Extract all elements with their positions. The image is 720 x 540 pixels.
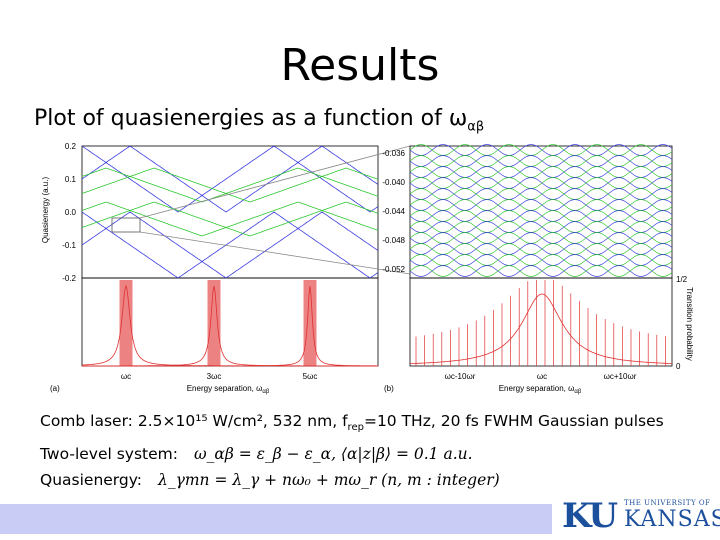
ku-logo: KU THE UNIVERSITY OF KANSAS (562, 496, 720, 536)
pb-blue-line-11 (409, 265, 673, 277)
pb-green-line-6 (409, 210, 673, 222)
subtitle-subscript: αβ (467, 119, 485, 135)
pa-xtick-0: ωc (121, 372, 131, 381)
pb-blue-line-3 (409, 177, 673, 189)
pa-ytick-3: -0.1 (62, 241, 76, 250)
pb-green-line-2 (409, 166, 673, 178)
pa-ytick-1: 0.1 (65, 175, 77, 184)
pb-blue-line-10 (409, 254, 673, 266)
pb-xtick-2: ωc+10ωr (604, 372, 637, 381)
pb-xtick-0: ωc-10ωr (445, 372, 476, 381)
pa-xtick-1: 3ωc (207, 372, 222, 381)
two-level-line: Two-level system: ω_αβ = ε_β − ε_α, ⟨α|z|… (40, 445, 473, 464)
pb-envelope (410, 293, 672, 364)
quasienergy-figure: 0.2 0.1 0.0 -0.1 -0.2 Quasienergy (a.u.)… (28, 138, 700, 400)
pa-panel-label: (a) (50, 384, 60, 393)
pb-green-line-3 (409, 177, 673, 189)
pb-green-line-0 (409, 144, 673, 156)
pa-peak-2 (82, 285, 378, 367)
pb-green-line-11 (409, 265, 673, 277)
pb-blue-line-2 (409, 166, 673, 178)
pb-xtick-1: ωc (537, 372, 547, 381)
pb-green-line-4 (409, 188, 673, 200)
pb-ytick-1: -0.040 (382, 178, 405, 187)
pa-green-line-2 (81, 167, 379, 203)
panel-a-quasienergy-lines (81, 145, 379, 279)
zoom-line-bottom (139, 231, 411, 275)
pb-green-line-7 (409, 221, 673, 233)
pa-blue-line-3 (81, 211, 379, 279)
comb-laser-line: Comb laser: 2.5×10¹⁵ W/cm², 532 nm, frep… (40, 412, 664, 434)
pb-green-line-10 (409, 254, 673, 266)
slide-title: Results (280, 40, 440, 91)
pb-blue-line-4 (409, 188, 673, 200)
pa-blue-line-1 (81, 145, 379, 213)
panel-b-quasienergy-lines (409, 144, 673, 277)
pa-peak-0 (82, 284, 378, 367)
pb-green-line-1 (409, 155, 673, 167)
footer-bar (0, 504, 552, 534)
pa-peak-1 (82, 285, 378, 367)
pb-blue-line-9 (409, 243, 673, 255)
pb-blue-line-5 (409, 199, 673, 211)
pa-xtick-2: 5ωc (303, 372, 318, 381)
slide-subtitle: Plot of quasienergies as a function of ω… (34, 106, 484, 134)
zoom-line-top (139, 145, 411, 219)
pa-ylabel: Quasienergy (a.u.) (41, 177, 50, 244)
pb-blue-line-1 (409, 155, 673, 167)
pb-blue-line-0 (409, 144, 673, 156)
pb-right-ylabel: Transition probability (685, 287, 694, 361)
pb-ytick-3: -0.048 (382, 236, 405, 245)
pb-green-line-8 (409, 232, 673, 244)
pb-panel-label: (b) (384, 384, 394, 393)
pa-blue-line-2 (81, 145, 379, 213)
pb-xlabel: Energy separation, ωαβ (499, 384, 582, 395)
pa-xlabel: Energy separation, ωαβ (187, 384, 270, 395)
pa-green-line-4 (81, 201, 379, 237)
pb-right-ytick-0: 1/2 (676, 275, 688, 284)
caption-lines: Comb laser: 2.5×10¹⁵ W/cm², 532 nm, frep… (40, 408, 664, 493)
pb-blue-line-8 (409, 232, 673, 244)
pb-green-line-9 (409, 243, 673, 255)
panel-b-bottom-frame (409, 277, 673, 367)
pa-ytick-2: 0.0 (65, 208, 77, 217)
zoom-box (111, 217, 141, 233)
pa-blue-line-4 (81, 211, 379, 279)
pb-ytick-4: -0.052 (382, 265, 405, 274)
pb-ytick-0: -0.036 (382, 149, 405, 158)
pa-green-line-1 (81, 167, 379, 203)
panel-a-probability-peaks (82, 280, 378, 367)
figure-svg: 0.2 0.1 0.0 -0.1 -0.2 Quasienergy (a.u.)… (41, 142, 694, 395)
pa-ytick-0: 0.2 (65, 142, 77, 151)
pb-right-ytick-1: 0 (676, 362, 681, 371)
subtitle-text: Plot of quasienergies as a function of ω (34, 106, 468, 131)
pb-ytick-2: -0.044 (382, 207, 405, 216)
pa-ytick-4: -0.2 (62, 274, 76, 283)
panel-a-bottom-frame (81, 277, 379, 367)
panel-b-probability-peaks (410, 280, 672, 366)
pb-green-line-5 (409, 199, 673, 211)
quasienergy-line: Quasienergy: λ_γmn = λ_γ + nω₀ + mω_r (n,… (40, 471, 500, 490)
pa-green-line-3 (81, 201, 379, 237)
pb-blue-line-7 (409, 221, 673, 233)
pb-blue-line-6 (409, 210, 673, 222)
